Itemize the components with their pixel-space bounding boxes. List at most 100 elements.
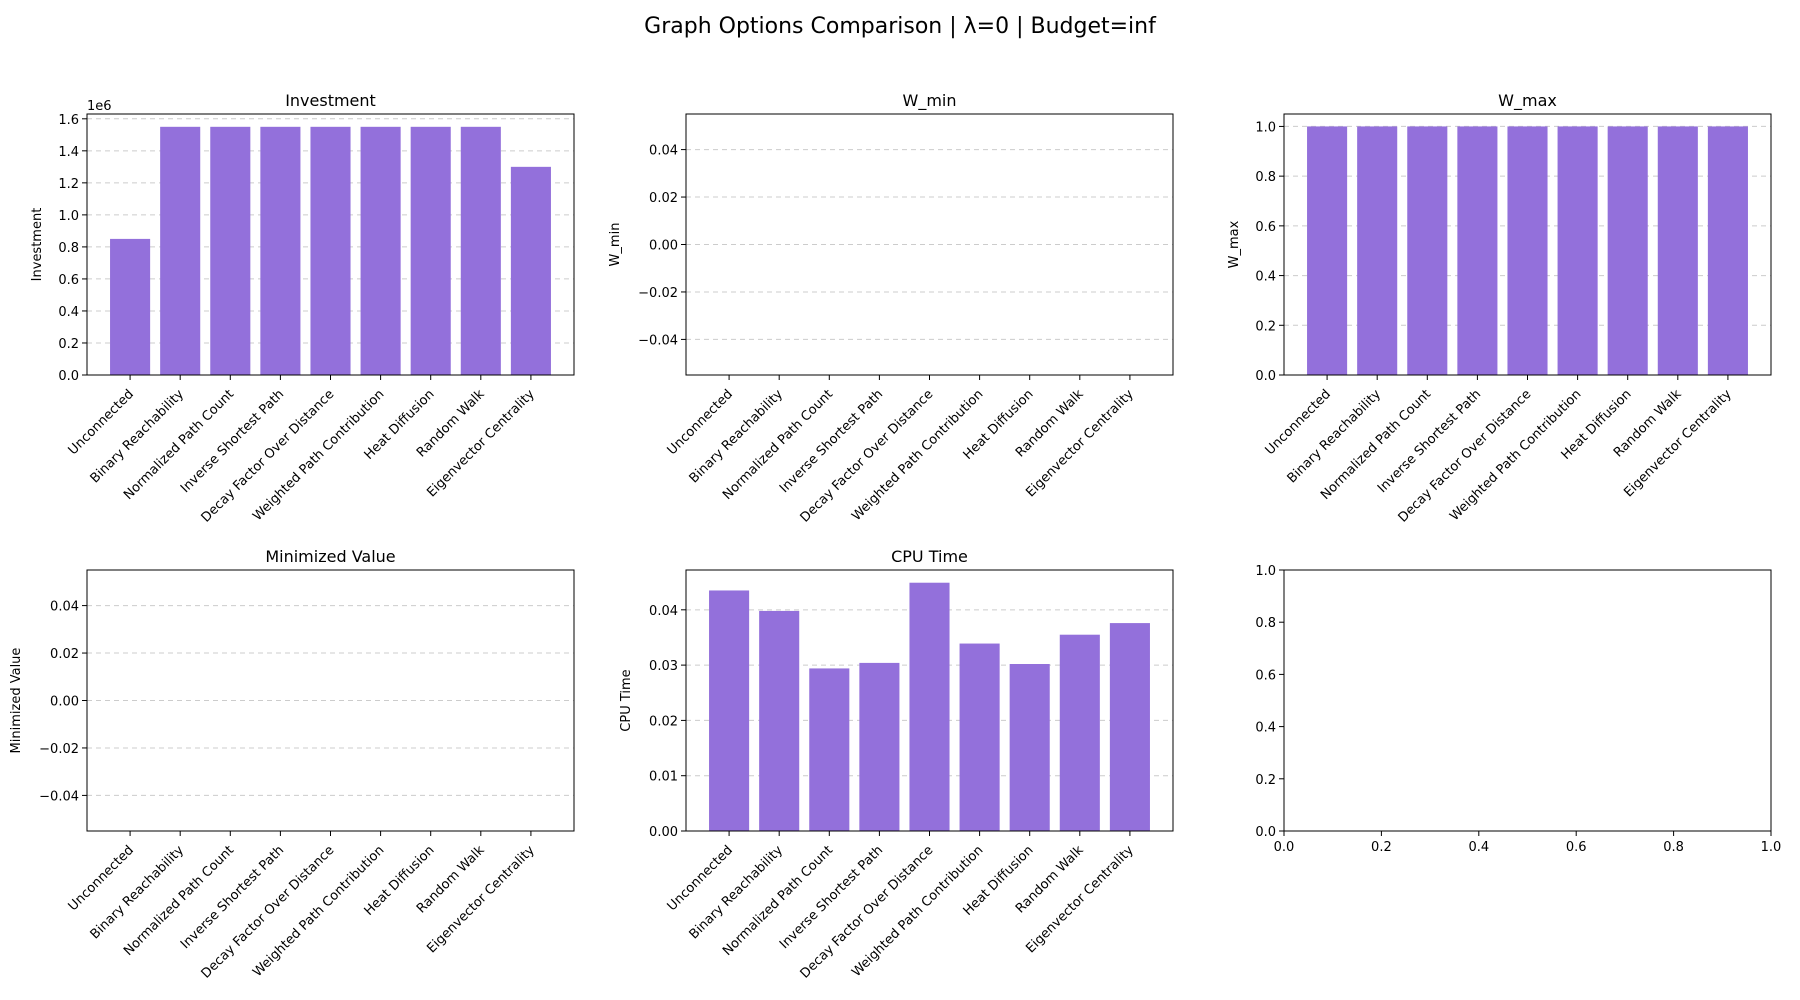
bar — [959, 643, 1000, 831]
bar — [410, 126, 451, 375]
bar — [1457, 126, 1498, 375]
y-tick-label: 0.00 — [50, 695, 79, 710]
y-tick-label: 0.8 — [58, 241, 79, 256]
y-tick-label: 0.04 — [649, 604, 678, 619]
subplot-title: Investment — [285, 91, 376, 110]
y-tick-label: 0.2 — [58, 337, 79, 352]
axes-frame — [1283, 569, 1772, 832]
bar — [1657, 126, 1698, 375]
bar — [1009, 664, 1050, 831]
y-axis-label: W_min — [608, 223, 623, 267]
subplot-title: W_min — [903, 91, 957, 111]
bar — [1707, 126, 1748, 375]
y-tick-label: 0.4 — [58, 305, 79, 320]
y-axis-label: W_max — [1227, 220, 1242, 268]
y-tick-label: 1.4 — [58, 145, 79, 160]
bar — [809, 668, 850, 831]
y-tick-label: 0.04 — [649, 144, 678, 159]
y-tick-label: 1.2 — [58, 177, 79, 192]
y-tick-label: 0.03 — [649, 659, 678, 674]
y-tick-label: 0.02 — [649, 714, 678, 729]
x-tick-label: 0.8 — [1663, 840, 1684, 855]
bar — [1557, 126, 1598, 375]
axes-frame — [685, 569, 1174, 832]
bar — [1357, 126, 1398, 375]
x-tick-label: Binary Reachability — [88, 843, 188, 943]
x-tick-label: Binary Reachability — [88, 387, 188, 487]
y-tick-label: 0.00 — [649, 239, 678, 254]
bar — [360, 126, 401, 375]
bar — [310, 126, 351, 375]
bar — [460, 126, 501, 375]
x-tick-label: 0.2 — [1371, 840, 1392, 855]
subplot-title: W_max — [1498, 91, 1557, 111]
axes-frame — [685, 113, 1174, 376]
axis-multiplier: 1e6 — [87, 99, 112, 114]
axes-frame — [1283, 113, 1772, 376]
y-tick-label: 1.0 — [1255, 120, 1276, 135]
y-tick-label: −0.04 — [638, 333, 678, 348]
bar — [1059, 634, 1100, 831]
x-tick-label: Binary Reachability — [1285, 387, 1385, 487]
y-tick-label: −0.04 — [39, 789, 79, 804]
bar — [510, 166, 551, 375]
bar — [260, 126, 301, 375]
y-tick-label: 0.04 — [50, 600, 79, 615]
x-tick-label: 1.0 — [1761, 840, 1782, 855]
y-tick-label: 1.0 — [1255, 564, 1276, 579]
bar — [1407, 126, 1448, 375]
y-axis-label: Investment — [30, 208, 45, 282]
y-tick-label: 0.01 — [649, 770, 678, 785]
y-tick-label: −0.02 — [638, 286, 678, 301]
x-tick-label: 0.4 — [1468, 840, 1489, 855]
bar — [210, 126, 251, 375]
bar — [909, 582, 950, 831]
bar — [859, 662, 900, 831]
y-tick-label: 0.8 — [1255, 616, 1276, 631]
y-axis-label: Minimized Value — [9, 648, 24, 754]
y-tick-label: 0.4 — [1255, 721, 1276, 736]
y-tick-label: 0.02 — [649, 191, 678, 206]
bar — [709, 590, 750, 831]
y-tick-label: 0.02 — [50, 647, 79, 662]
y-tick-label: 0.0 — [1255, 369, 1276, 384]
y-tick-label: 0.6 — [1255, 668, 1276, 683]
x-tick-label: Binary Reachability — [687, 387, 787, 487]
bar — [110, 238, 151, 375]
y-tick-label: 1.0 — [58, 209, 79, 224]
bar — [1607, 126, 1648, 375]
y-tick-label: −0.02 — [39, 742, 79, 757]
y-tick-label: 1.6 — [58, 113, 79, 128]
bar — [160, 126, 201, 375]
figure-title: Graph Options Comparison | λ=0 | Budget=… — [644, 14, 1156, 39]
x-tick-label: 0.0 — [1274, 840, 1295, 855]
subplot-6: 0.0 0.2 0.4 0.6 0.8 1.0 0.0 0.2 0.4 0.6 0.8 1.0 — [1255, 564, 1781, 855]
axes-frame — [86, 113, 575, 376]
y-tick-label: 0.8 — [1255, 170, 1276, 185]
y-tick-label: 0.2 — [1255, 319, 1276, 334]
y-tick-label: 0.0 — [1255, 825, 1276, 840]
y-tick-label: 0.2 — [1255, 773, 1276, 788]
y-tick-label: 0.6 — [58, 273, 79, 288]
x-tick-label: 0.6 — [1566, 840, 1587, 855]
x-tick-label: Binary Reachability — [687, 843, 787, 943]
y-tick-label: 0.0 — [58, 369, 79, 384]
subplot-title: Minimized Value — [265, 547, 395, 566]
y-tick-label: 0.4 — [1255, 270, 1276, 285]
y-tick-label: 0.6 — [1255, 220, 1276, 235]
bar — [1507, 126, 1548, 375]
y-tick-label: 0.00 — [649, 825, 678, 840]
bar — [759, 610, 800, 831]
bar — [1109, 623, 1150, 831]
axes-frame — [86, 569, 575, 832]
subplot-title: CPU Time — [891, 547, 968, 566]
y-axis-label: CPU Time — [619, 669, 634, 731]
bar — [1307, 126, 1348, 375]
